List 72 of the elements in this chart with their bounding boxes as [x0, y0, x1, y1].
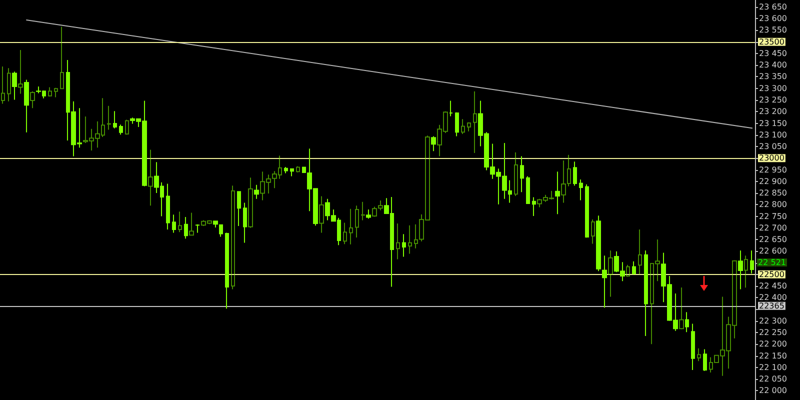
y-tick-label: 22 750 — [759, 212, 787, 221]
ref-line-label: 23500 — [759, 37, 784, 46]
candlestick — [172, 214, 176, 234]
y-tick-label: 22 200 — [759, 340, 787, 349]
y-tick-label: 22 600 — [759, 246, 787, 256]
candlestick — [632, 260, 636, 275]
y-tick-label: 22 800 — [759, 200, 787, 210]
y-tick-label: 23 450 — [759, 48, 787, 58]
ref-line-label: 22365 — [759, 301, 784, 310]
y-tick-label: 22 450 — [759, 282, 787, 291]
candlestick — [113, 110, 117, 129]
y-tick-label: 23 150 — [759, 118, 787, 128]
y-tick-label: 22 400 — [759, 293, 787, 302]
candlestick — [24, 79, 29, 133]
candlestick — [573, 161, 577, 186]
candlestick — [184, 216, 188, 240]
candlestick — [119, 124, 123, 136]
candlestick — [455, 112, 459, 137]
candlestick — [449, 100, 453, 117]
candlestick — [290, 168, 294, 177]
candlestick — [243, 202, 247, 244]
candlestick — [644, 250, 648, 337]
candlestick — [284, 166, 288, 174]
y-tick-label: 22 850 — [759, 188, 787, 198]
candlestick — [579, 179, 583, 201]
y-tick-label: 22 900 — [759, 176, 787, 186]
y-tick-label: 22 000 — [759, 386, 787, 396]
candlestick — [508, 180, 512, 204]
candlestick — [602, 255, 607, 308]
candlestick — [213, 220, 218, 228]
y-tick-label: 23 400 — [759, 60, 787, 70]
candlestick — [703, 348, 707, 372]
candlestick — [237, 191, 241, 227]
candlestick — [219, 224, 223, 238]
candlestick — [585, 184, 589, 238]
y-tick-label: 23 100 — [759, 130, 787, 140]
candlestick — [750, 250, 754, 274]
y-tick-label: 22 950 — [759, 165, 787, 174]
candlestick — [12, 71, 17, 100]
y-tick-label: 23 600 — [759, 14, 787, 24]
candlestick — [520, 156, 524, 193]
candlestick — [402, 234, 406, 258]
y-tick-label: 22 100 — [759, 362, 787, 372]
y-tick-label: 23 050 — [759, 142, 787, 152]
candlestick — [532, 196, 536, 217]
candlestick — [431, 136, 436, 152]
candlestick — [555, 171, 560, 215]
y-tick-label: 23 650 — [759, 2, 787, 12]
y-tick-label: 23 300 — [759, 84, 787, 93]
y-tick-label: 23 250 — [759, 96, 787, 104]
y-tick-label: 22 150 — [759, 351, 787, 360]
y-tick-label: 22 700 — [759, 223, 787, 232]
candlestick — [685, 312, 689, 333]
candlestick — [225, 232, 229, 310]
candlestick — [166, 183, 170, 230]
candlestick — [526, 176, 530, 204]
ref-line-label: 23000 — [759, 154, 784, 163]
y-tick-label: 22 650 — [759, 235, 787, 244]
candlestick — [254, 184, 259, 200]
text: 22 521 — [758, 258, 786, 268]
ref-line-label: 22500 — [759, 270, 784, 279]
y-tick-label: 22 300 — [759, 316, 787, 326]
y-tick-label: 22 050 — [759, 374, 787, 384]
y-tick-label: 23 200 — [759, 107, 787, 116]
candlestick — [691, 323, 695, 370]
y-tick-label: 23 350 — [759, 72, 787, 82]
y-tick-label: 23 550 — [759, 26, 787, 35]
candlestick — [366, 209, 371, 220]
candlestick — [596, 215, 601, 272]
candlestick — [738, 250, 743, 290]
candlestick — [195, 224, 200, 234]
y-tick-label: 22 250 — [759, 328, 787, 338]
